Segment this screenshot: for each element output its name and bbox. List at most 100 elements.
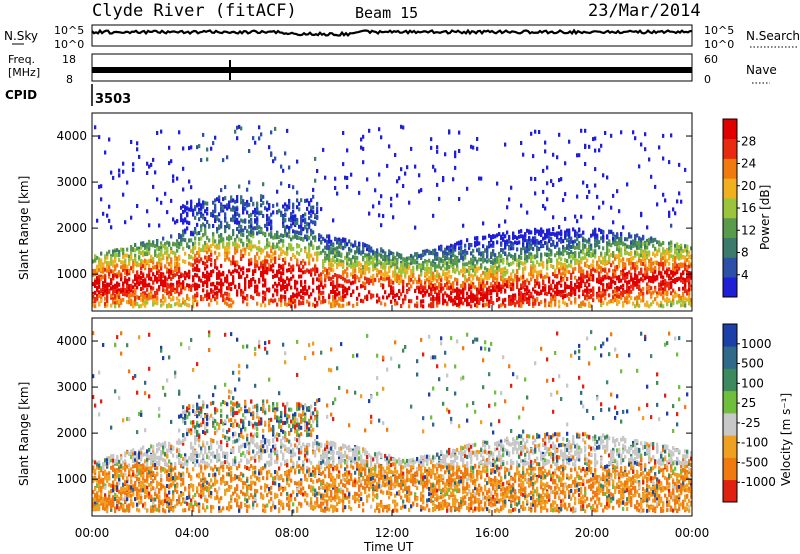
heatmap-cell (450, 243, 453, 248)
heatmap-cell (198, 284, 201, 289)
heatmap-cell (616, 292, 619, 296)
heatmap-cell (404, 171, 407, 176)
heatmap-cell (624, 248, 627, 253)
heatmap-cell (578, 259, 581, 264)
heatmap-cell (566, 238, 569, 243)
heatmap-cell (458, 130, 461, 135)
heatmap-cell (298, 299, 301, 304)
heatmap-cell (462, 268, 465, 273)
heatmap-cell (506, 270, 509, 275)
heatmap-cell (344, 175, 347, 180)
heatmap-cell (588, 189, 591, 194)
heatmap-cell (166, 287, 169, 292)
heatmap-cell (122, 297, 125, 302)
heatmap-cell (284, 218, 287, 222)
heatmap-cell (462, 287, 465, 292)
heatmap-cell (362, 257, 365, 262)
heatmap-cell (576, 245, 579, 250)
heatmap-cell (194, 241, 197, 246)
heatmap-cell (626, 271, 629, 276)
heatmap-cell (232, 275, 235, 280)
heatmap-cell (312, 235, 315, 240)
heatmap-cell (266, 226, 269, 231)
heatmap-cell (298, 291, 301, 296)
heatmap-cell (176, 241, 179, 246)
heatmap-cell (578, 246, 581, 250)
heatmap-cell (464, 297, 467, 302)
heatmap-cell (618, 300, 621, 304)
heatmap-cell (170, 292, 173, 296)
heatmap-cell (242, 271, 245, 275)
heatmap-cell (436, 285, 439, 290)
heatmap-cell (574, 245, 577, 250)
heatmap-cell (288, 245, 291, 250)
heatmap-cell (200, 205, 203, 210)
heatmap-cell (526, 247, 529, 252)
heatmap-cell (568, 254, 571, 259)
heatmap-cell (330, 259, 333, 264)
heatmap-cell (122, 262, 125, 267)
heatmap-cell (500, 236, 503, 241)
heatmap-cell (370, 246, 373, 251)
heatmap-cell (234, 284, 237, 289)
heatmap-cell (136, 147, 139, 152)
heatmap-cell (262, 182, 265, 187)
heatmap-cell (482, 270, 485, 275)
heatmap-cell (216, 276, 219, 280)
heatmap-cell (534, 284, 537, 288)
heatmap-cell (340, 297, 343, 302)
heatmap-cell (232, 214, 235, 219)
heatmap-cell (556, 274, 559, 278)
heatmap-cell (616, 241, 619, 245)
heatmap-cell (158, 269, 161, 274)
heatmap-cell (462, 256, 465, 261)
heatmap-cell (360, 263, 363, 268)
heatmap-cell (464, 243, 467, 248)
heatmap-cell (148, 246, 151, 251)
heatmap-cell (566, 302, 569, 307)
heatmap-cell (194, 230, 197, 235)
heatmap-cell (298, 301, 301, 306)
heatmap-cell (214, 297, 217, 302)
heatmap-cell (386, 256, 389, 261)
heatmap-cell (232, 278, 235, 283)
heatmap-cell (220, 278, 223, 283)
heatmap-cell (242, 233, 245, 237)
heatmap-cell (574, 250, 577, 255)
heatmap-cell (488, 299, 491, 304)
heatmap-cell (250, 220, 253, 225)
heatmap-cell (266, 213, 269, 218)
heatmap-cell (224, 218, 227, 223)
heatmap-cell (258, 255, 261, 260)
heatmap-cell (430, 302, 433, 307)
heatmap-cell (430, 137, 433, 142)
heatmap-cell (564, 267, 567, 272)
heatmap-cell (594, 232, 597, 237)
heatmap-cell (236, 269, 239, 274)
heatmap-cell (210, 270, 213, 275)
heatmap-cell (118, 258, 121, 262)
heatmap-cell (482, 298, 485, 303)
heatmap-cell (218, 234, 221, 239)
heatmap-cell (354, 243, 357, 248)
heatmap-cell (292, 297, 295, 302)
heatmap-cell (558, 255, 561, 260)
heatmap-cell (352, 267, 355, 272)
heatmap-cell (92, 259, 95, 264)
heatmap-cell (398, 176, 401, 181)
heatmap-cell (416, 301, 419, 306)
heatmap-cell (168, 284, 171, 289)
heatmap-cell (216, 197, 219, 202)
heatmap-cell (542, 189, 545, 194)
heatmap-cell (404, 265, 407, 270)
heatmap-cell (532, 287, 535, 292)
heatmap-cell (292, 292, 295, 297)
heatmap-cell (196, 145, 199, 150)
heatmap-cell (140, 270, 143, 275)
heatmap-cell (326, 271, 329, 276)
heatmap-cell (574, 214, 577, 219)
heatmap-cell (108, 218, 111, 223)
heatmap-cell (476, 268, 479, 273)
heatmap-cell (394, 259, 397, 264)
heatmap-cell (638, 164, 641, 169)
